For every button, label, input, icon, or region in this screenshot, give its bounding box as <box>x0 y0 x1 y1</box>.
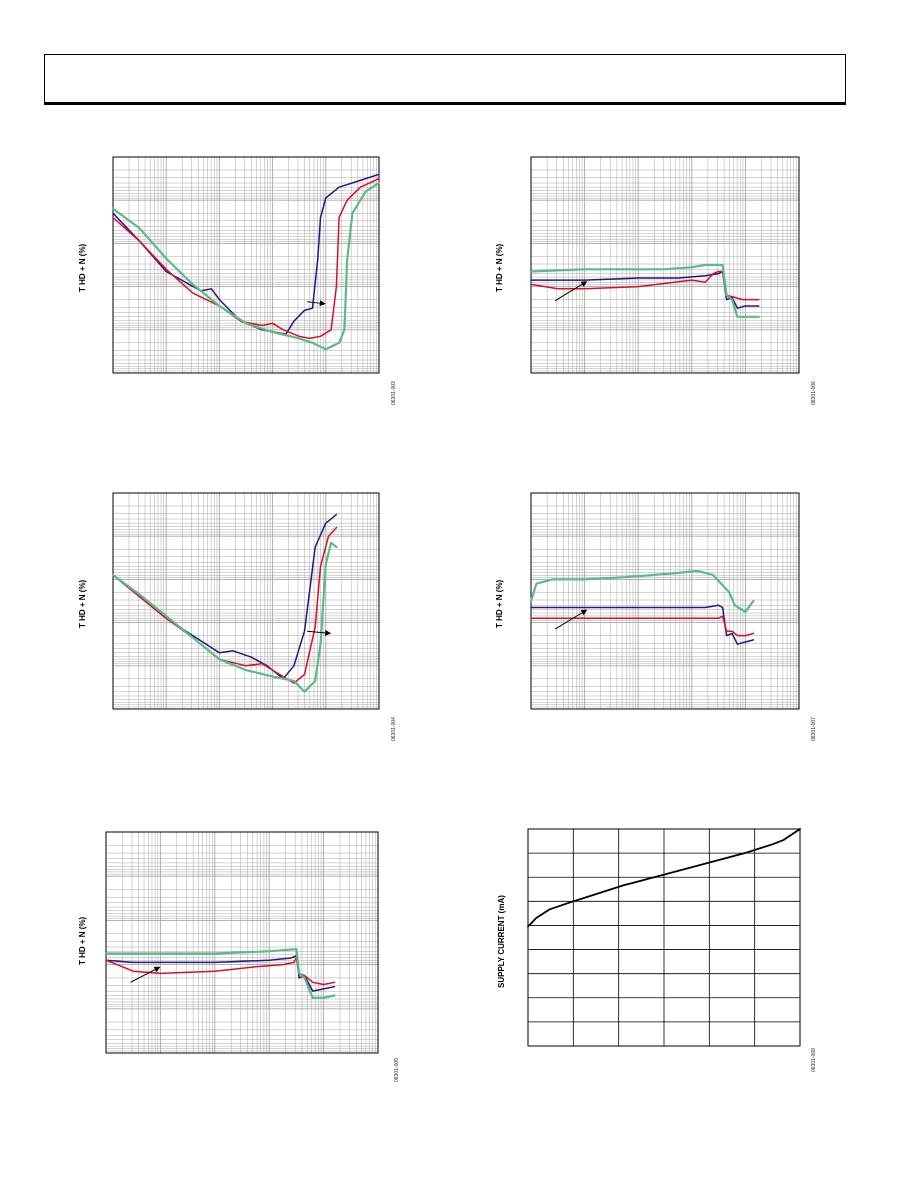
series-line-red <box>112 177 380 340</box>
arrow-shaft <box>554 283 583 302</box>
plot-frame <box>105 831 379 1054</box>
arrow-shaft <box>130 969 156 983</box>
series-line-navy <box>530 604 755 645</box>
arrow-shaft <box>554 612 583 630</box>
series-line-red <box>530 615 755 637</box>
grid-fig10 <box>528 829 800 1046</box>
series-line-navy <box>112 173 380 335</box>
series-line-red <box>112 526 338 684</box>
arrow-head <box>319 300 326 307</box>
arrow-head <box>324 629 332 636</box>
series-line-green <box>111 541 338 693</box>
plot-frame <box>112 492 380 710</box>
series-line-black <box>527 828 801 928</box>
arrow-head <box>580 609 588 616</box>
series-line-green <box>529 569 755 613</box>
series-line-red <box>105 957 336 986</box>
arrow-head <box>580 281 588 287</box>
plot-frame <box>112 156 380 374</box>
figure-id-label: 06301-008 <box>811 1048 817 1072</box>
plot-frame <box>527 828 801 1047</box>
y-axis-label: SUPPLY CURRENT (mA) <box>497 895 506 988</box>
header-rule <box>44 102 846 105</box>
series-line-green <box>529 263 760 318</box>
arrow-shaft <box>307 301 320 304</box>
series-line-green <box>104 948 336 999</box>
arrow-head <box>153 966 161 973</box>
series-line-red <box>530 270 760 301</box>
series-line-navy <box>530 270 760 309</box>
arrow-shaft <box>307 630 326 634</box>
grid-fig9 <box>530 492 800 710</box>
series-line-navy <box>105 955 336 992</box>
plot-frame <box>530 156 800 374</box>
series-line-green <box>111 181 381 351</box>
